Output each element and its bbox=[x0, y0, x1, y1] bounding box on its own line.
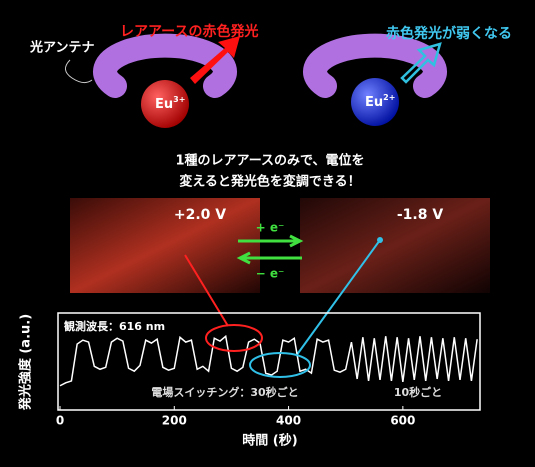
connector bbox=[295, 239, 381, 357]
right-caption: 赤色発光が弱くなる bbox=[386, 25, 512, 42]
antenna-pointer bbox=[65, 59, 93, 84]
ion-sphere bbox=[141, 80, 189, 128]
ion-charge: 3+ bbox=[173, 95, 185, 104]
plot-frame bbox=[57, 312, 481, 411]
device-photo bbox=[300, 198, 490, 293]
ion-label: Eu3+ bbox=[155, 95, 185, 112]
connector bbox=[184, 254, 229, 327]
backward-arrow bbox=[236, 251, 302, 265]
ion-sphere bbox=[351, 78, 399, 126]
device-photo bbox=[70, 198, 260, 293]
switch-note: 電場スイッチング：30秒ごと bbox=[151, 385, 298, 399]
forward-label: + e⁻ bbox=[256, 221, 285, 235]
x-tick-label: 400 bbox=[276, 414, 301, 428]
forward-arrow bbox=[238, 234, 304, 248]
ion-symbol: Eu bbox=[155, 97, 173, 112]
x-tick-label: 600 bbox=[390, 414, 415, 428]
backward-label: − e⁻ bbox=[256, 267, 285, 281]
y-axis-label: 発光強度 (a.u.) bbox=[18, 314, 34, 411]
ion-charge: 2+ bbox=[383, 93, 395, 102]
highlight-ellipse bbox=[249, 352, 311, 378]
switch-note: 10秒ごと bbox=[394, 385, 442, 399]
wavelength-note: 観測波長：616 nm bbox=[64, 319, 165, 333]
connector-end bbox=[377, 237, 383, 243]
antenna-label: 光アンテナ bbox=[29, 40, 94, 56]
message-line: 変えると発光色を変調できる！ bbox=[179, 174, 360, 190]
left-caption: レアアースの赤色発光 bbox=[120, 23, 258, 40]
voltage-label: +2.0 V bbox=[174, 207, 226, 223]
voltage-label: -1.8 V bbox=[397, 207, 443, 223]
x-tick-label: 0 bbox=[56, 414, 64, 428]
x-tick-label: 200 bbox=[162, 414, 187, 428]
ion-symbol: Eu bbox=[365, 95, 383, 110]
antenna-ring bbox=[303, 33, 447, 98]
ion-label: Eu2+ bbox=[365, 93, 395, 110]
emission-arrow bbox=[190, 36, 240, 84]
highlight-ellipse bbox=[205, 324, 263, 352]
weak-emission-arrow bbox=[400, 42, 442, 84]
x-axis-label: 時間 (秒) bbox=[242, 433, 297, 449]
antenna-ring bbox=[93, 33, 237, 98]
message-line: 1種のレアアースのみで、電位を bbox=[175, 153, 364, 169]
plot: 0 200 400 600 bbox=[56, 334, 478, 428]
signal-line bbox=[59, 334, 478, 387]
